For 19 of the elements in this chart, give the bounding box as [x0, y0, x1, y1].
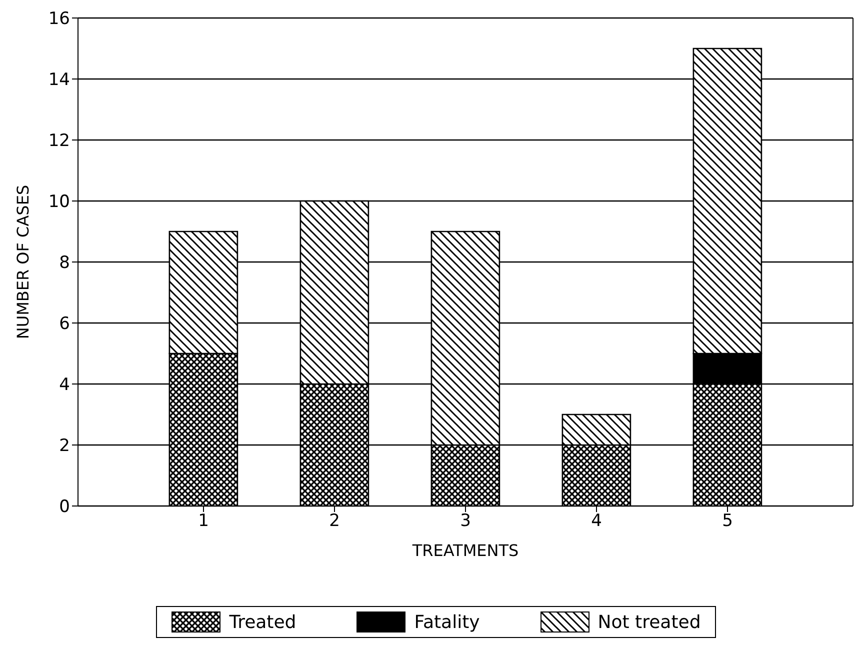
x-tick-label: 5 — [722, 511, 733, 532]
y-tick-label: 14 — [48, 70, 70, 90]
y-tick-label: 4 — [59, 375, 70, 396]
x-tick-label: 1 — [198, 511, 209, 532]
x-axis-title: TREATMENTS — [411, 541, 519, 560]
y-tick-label: 12 — [48, 131, 70, 152]
legend-label: Treated — [229, 612, 296, 632]
y-tick-label: 10 — [48, 192, 70, 212]
x-tick-label: 4 — [591, 511, 602, 532]
y-axis-title: NUMBER OF CASES — [14, 184, 33, 340]
legend-label: Not treated — [598, 612, 701, 632]
y-tick-label: 0 — [59, 497, 70, 518]
y-tick-label: 16 — [48, 9, 70, 30]
x-tick-label: 3 — [460, 511, 471, 532]
y-tick-label: 8 — [59, 253, 70, 274]
x-tick-label: 2 — [329, 511, 340, 532]
y-tick-label: 6 — [59, 314, 70, 334]
y-tick-label: 2 — [59, 436, 70, 456]
legend-label: Fatality — [414, 612, 480, 632]
